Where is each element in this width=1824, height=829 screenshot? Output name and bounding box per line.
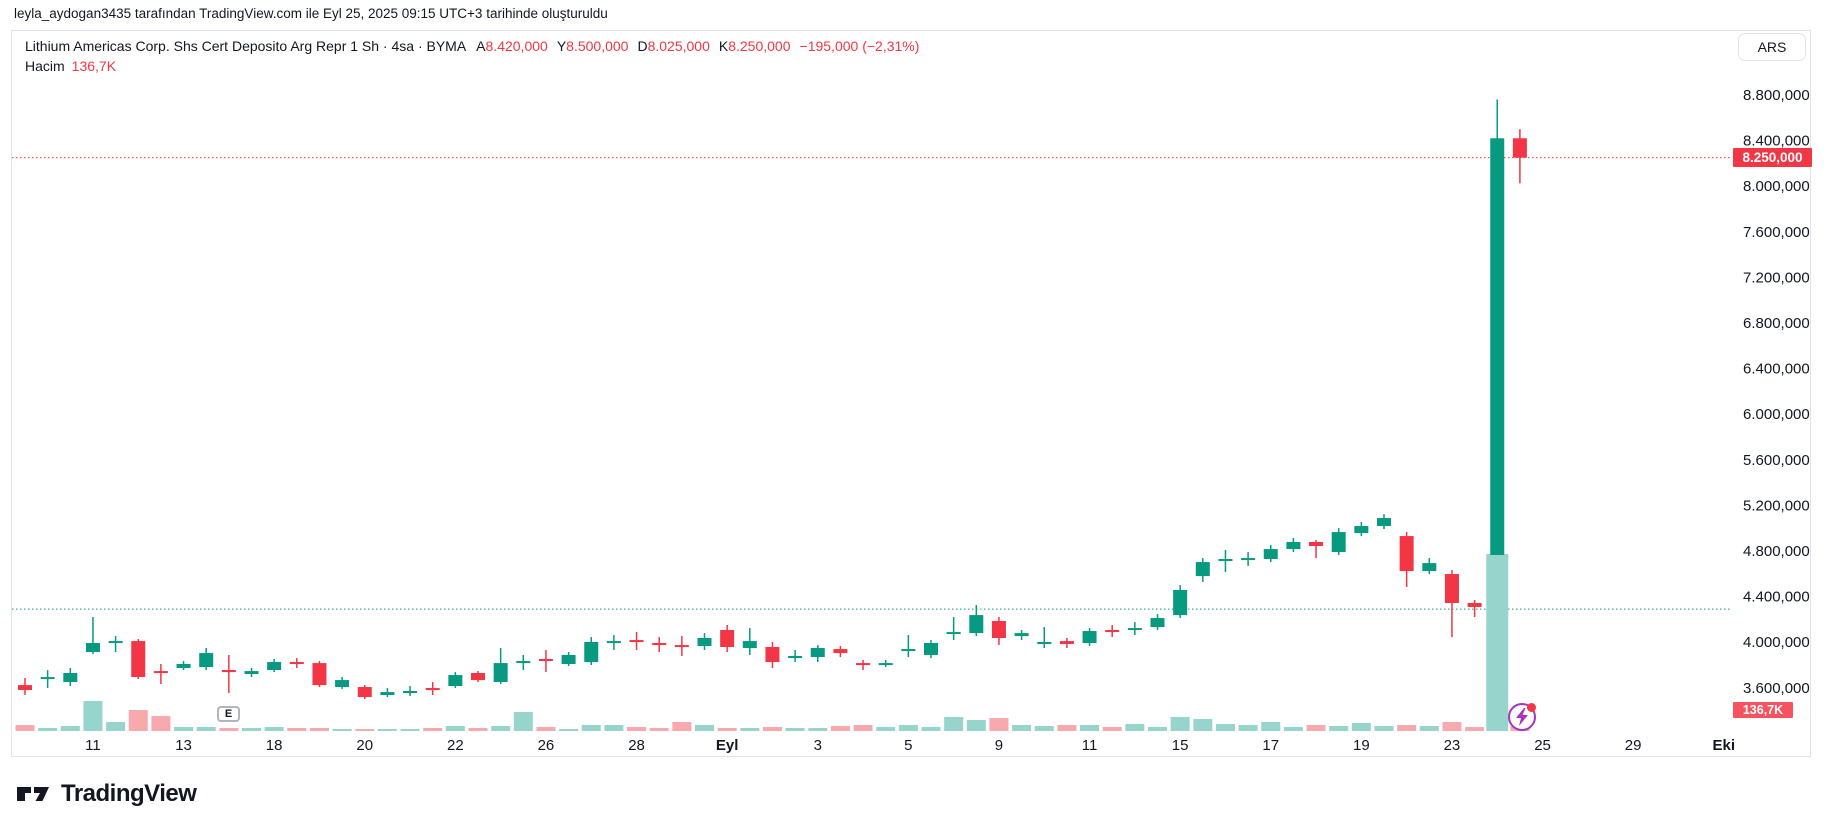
currency-button[interactable]: ARS [1738,33,1806,61]
close-label: K [718,38,729,54]
symbol-legend: Lithium Americas Corp. Shs Cert Deposito… [25,38,919,55]
earnings-marker[interactable]: E [217,706,240,722]
open-value: 8.420,000 [485,38,548,54]
high-value: 8.500,000 [566,38,629,54]
volume-legend: Hacim 136,7K [25,58,116,74]
tradingview-logo-text: TradingView [61,780,197,807]
volume-label: Hacim [25,58,65,74]
change-value: −195,000 (−2,31%) [799,38,920,54]
close-value: 8.250,000 [728,38,791,54]
volatility-icon[interactable] [1508,703,1536,731]
open-label: A [476,38,486,54]
tradingview-logo[interactable]: TradingView [14,778,197,810]
symbol-title[interactable]: Lithium Americas Corp. Shs Cert Deposito… [25,38,467,54]
tradingview-logo-icon [17,787,49,801]
current-price-badge: 8.250,000 [1733,148,1812,167]
lightning-bolt-icon [1516,708,1528,726]
current-volume-badge: 136,7K [1733,702,1793,718]
low-value: 8.025,000 [647,38,710,54]
attribution-text: leyla_aydogan3435 tarafından TradingView… [14,6,608,21]
low-label: D [637,38,648,54]
alert-dot [1527,703,1536,712]
high-label: Y [556,38,567,54]
volume-value: 136,7K [71,58,117,74]
chart-panel [11,30,1811,757]
